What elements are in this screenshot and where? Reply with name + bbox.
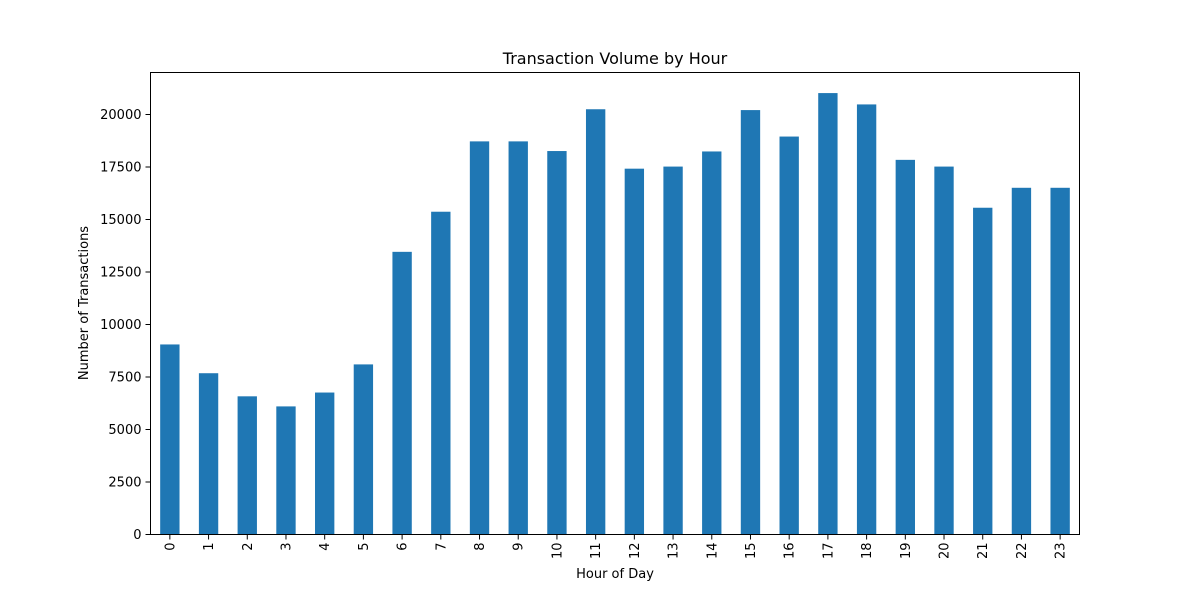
y-tick-label: 2500 xyxy=(108,476,141,491)
bar-hour-2 xyxy=(237,396,257,535)
x-tick-label: 19 xyxy=(899,543,914,560)
x-tick-label: 5 xyxy=(357,543,372,551)
bar-hour-10 xyxy=(547,151,567,535)
y-tick-label: 12500 xyxy=(100,266,141,281)
y-axis-label: Number of Transactions xyxy=(77,226,92,380)
x-tick-label: 0 xyxy=(163,543,178,551)
y-tick-label: 0 xyxy=(133,528,141,543)
x-tick-label: 6 xyxy=(396,543,411,551)
x-tick-label: 4 xyxy=(318,543,333,551)
x-tick-label: 22 xyxy=(1015,543,1030,560)
x-tick-label: 18 xyxy=(860,543,875,560)
x-tick-label: 14 xyxy=(705,543,720,560)
x-tick-label: 15 xyxy=(744,543,759,560)
x-tick-label: 23 xyxy=(1054,543,1069,560)
bar-hour-3 xyxy=(276,406,296,535)
x-tick-label: 7 xyxy=(434,543,449,551)
bar-hour-23 xyxy=(1050,187,1070,535)
bar-hour-15 xyxy=(740,110,761,535)
bar-hour-22 xyxy=(1011,187,1032,535)
x-tick-label: 16 xyxy=(783,543,798,560)
bar-hour-13 xyxy=(663,166,683,535)
bar-hour-5 xyxy=(353,364,374,535)
x-tick-label: 13 xyxy=(667,543,682,560)
bar-hour-17 xyxy=(818,93,838,535)
bar-hour-8 xyxy=(469,141,490,535)
bar-hour-0 xyxy=(160,344,180,535)
x-tick-label: 1 xyxy=(202,543,217,551)
bar-hour-6 xyxy=(392,251,412,535)
x-tick-label: 17 xyxy=(821,543,836,560)
bar-hour-16 xyxy=(779,136,799,535)
x-tick-label: 10 xyxy=(550,543,565,560)
bars-group xyxy=(160,93,1070,535)
bar-hour-1 xyxy=(198,373,219,535)
bar-hour-7 xyxy=(431,211,451,535)
x-tick-label: 12 xyxy=(628,543,643,560)
y-tick-label: 20000 xyxy=(100,108,141,123)
bar-hour-18 xyxy=(856,104,877,535)
bar-hour-21 xyxy=(973,207,993,535)
x-tick-label: 11 xyxy=(589,543,604,560)
bar-hour-20 xyxy=(934,166,954,535)
bar-hour-19 xyxy=(895,159,915,535)
y-tick-label: 5000 xyxy=(108,423,141,438)
y-tick-label: 15000 xyxy=(100,213,141,228)
bar-hour-4 xyxy=(315,392,335,535)
y-tick-label: 10000 xyxy=(100,318,141,333)
y-tick-label: 7500 xyxy=(108,371,141,386)
x-tick-label: 21 xyxy=(976,543,991,560)
x-tick-label: 2 xyxy=(241,543,256,551)
plot-area-frame xyxy=(150,72,1080,535)
x-tick-label: 3 xyxy=(279,543,294,551)
y-axis-ticks: 0 2500 5000 7500 10000 12500 15000 17500 20000 xyxy=(100,108,151,543)
bar-hour-14 xyxy=(702,151,722,535)
chart-title: Transaction Volume by Hour xyxy=(502,49,728,68)
x-axis-ticks: 0 1 2 3 4 5 6 7 8 9 10 11 12 13 14 15 16 17 18 19 20 21 22 23 xyxy=(163,534,1069,560)
bar-hour-11 xyxy=(585,109,606,535)
bar-hour-9 xyxy=(508,141,528,535)
x-tick-label: 20 xyxy=(938,543,953,560)
y-tick-label: 17500 xyxy=(100,161,141,176)
x-tick-label: 8 xyxy=(473,543,488,551)
x-axis-label: Hour of Day xyxy=(576,567,654,582)
bar-hour-12 xyxy=(624,168,645,535)
x-tick-label: 9 xyxy=(512,543,527,551)
